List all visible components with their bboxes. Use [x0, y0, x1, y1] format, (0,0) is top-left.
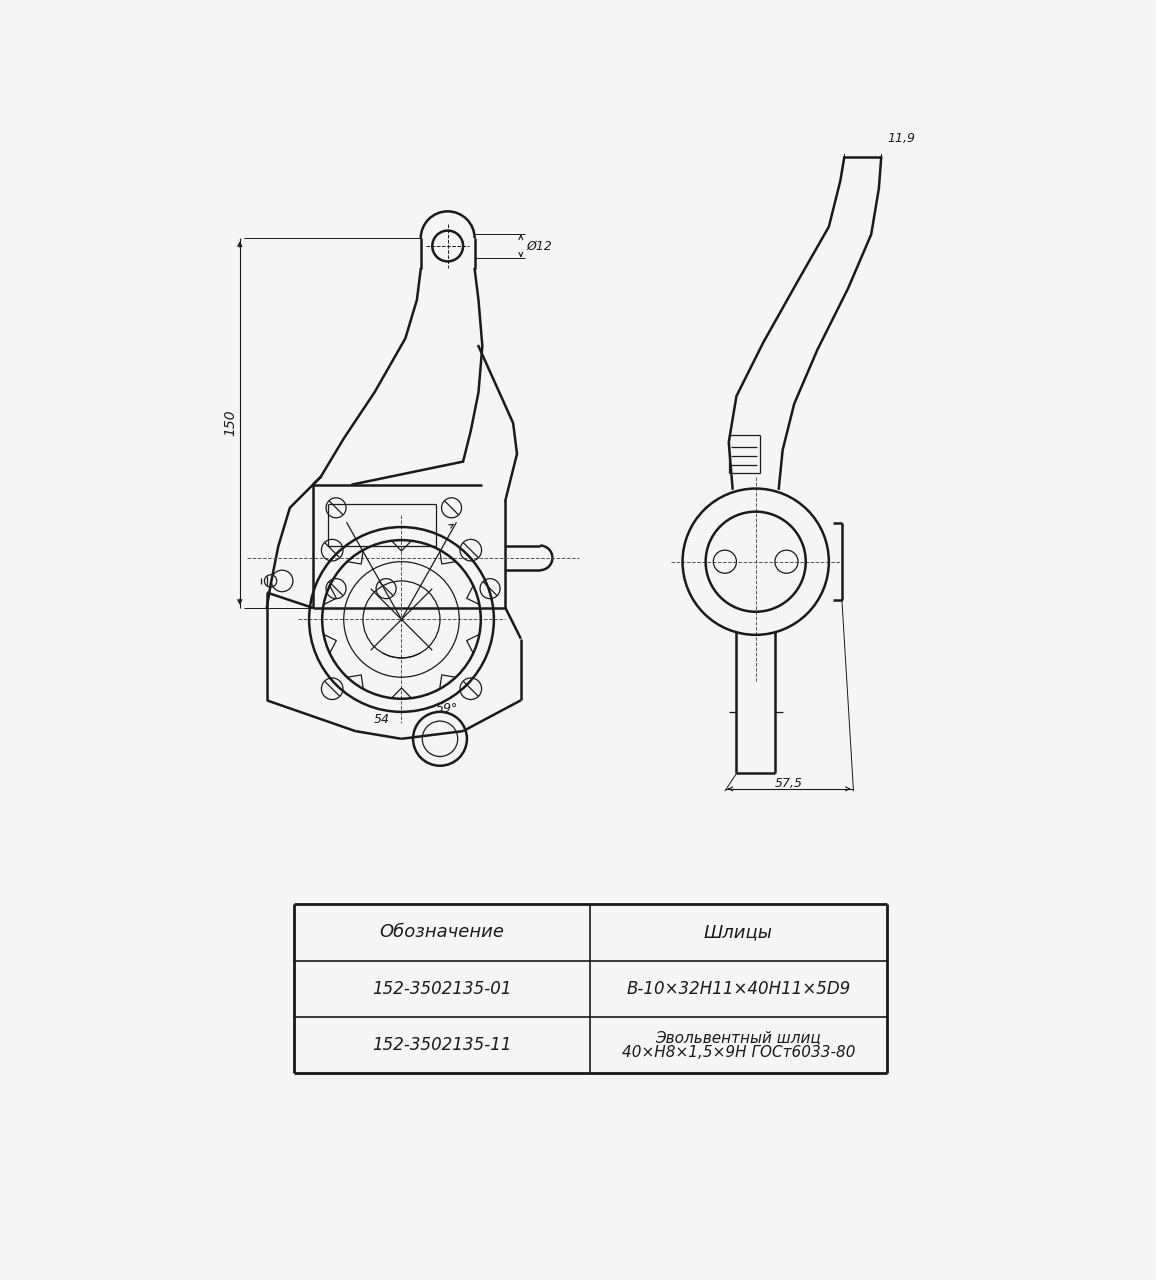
- Text: 152-3502135-01: 152-3502135-01: [372, 979, 512, 997]
- Text: 150: 150: [223, 410, 237, 436]
- Text: 59°: 59°: [436, 701, 459, 714]
- Text: 40×Н8×1,5×9Н ГОСт6033-80: 40×Н8×1,5×9Н ГОСт6033-80: [622, 1044, 855, 1060]
- Text: 152-3502135-11: 152-3502135-11: [372, 1036, 512, 1053]
- Text: В-10×32Н11×40Н11×5D9: В-10×32Н11×40Н11×5D9: [627, 979, 851, 997]
- Text: Эвольвентный шлиц: Эвольвентный шлиц: [655, 1029, 821, 1044]
- Text: 57,5: 57,5: [776, 777, 803, 790]
- Text: Ø12: Ø12: [526, 239, 553, 252]
- Text: Шлицы: Шлицы: [704, 923, 773, 942]
- Text: 11,9: 11,9: [888, 132, 916, 145]
- Text: Обозначение: Обозначение: [379, 923, 504, 942]
- Text: 54: 54: [373, 713, 390, 726]
